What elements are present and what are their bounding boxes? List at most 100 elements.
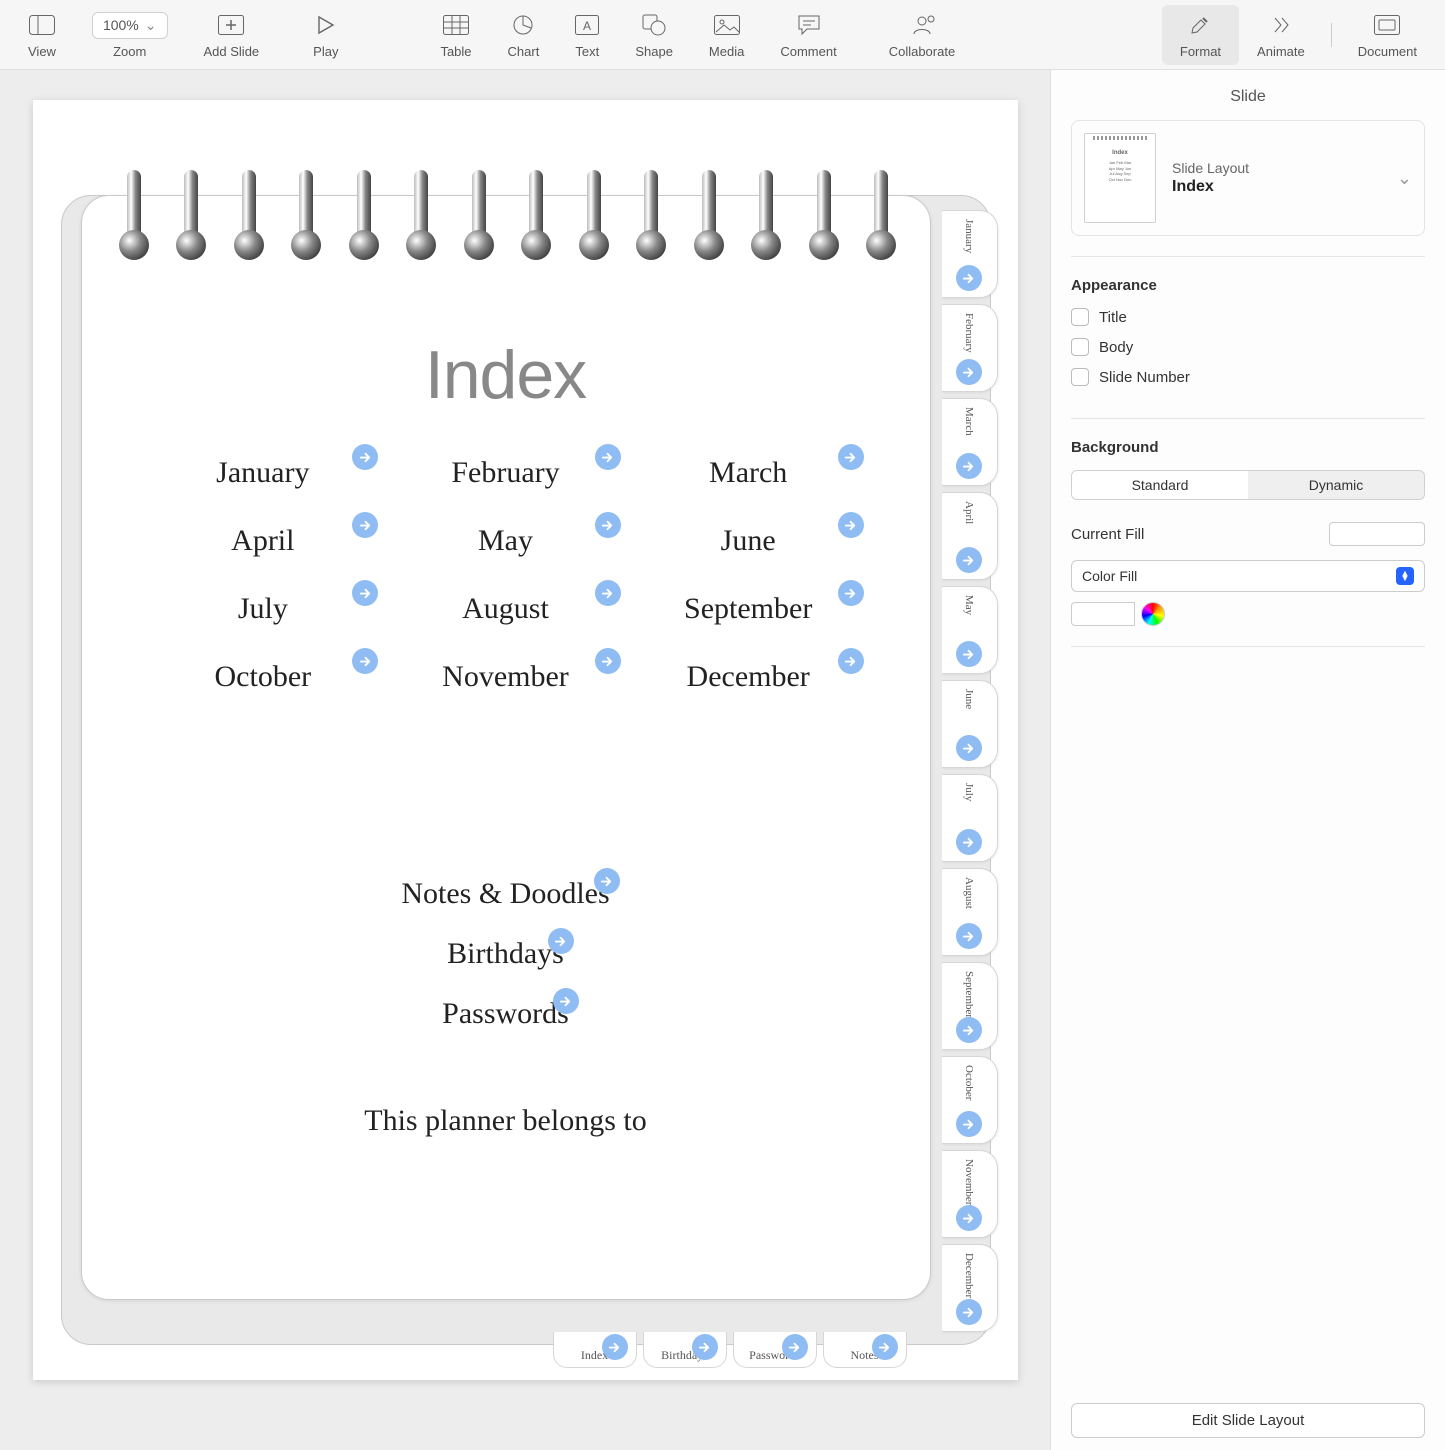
extra-label: Passwords — [442, 997, 569, 1030]
link-arrow-icon — [872, 1334, 898, 1360]
side-tab-march[interactable]: March — [942, 398, 998, 486]
extras-list: Notes & DoodlesBirthdays Passwords — [142, 864, 870, 1044]
spiral-ring — [113, 170, 155, 262]
side-tab-october[interactable]: October — [942, 1056, 998, 1144]
zoom-label: Zoom — [113, 44, 146, 59]
side-tab-january[interactable]: January — [942, 210, 998, 298]
link-arrow-icon — [956, 1111, 982, 1137]
toolbar-divider — [1331, 23, 1332, 47]
color-well[interactable] — [1071, 602, 1135, 626]
checkbox-icon[interactable] — [1071, 368, 1089, 386]
month-link-september[interactable]: September — [627, 592, 870, 626]
bottom-tab-birthdays[interactable]: Birthdays — [643, 1332, 727, 1368]
table-button[interactable]: Table — [422, 5, 489, 65]
month-link-march[interactable]: March — [627, 456, 870, 490]
month-link-november[interactable]: November — [384, 660, 627, 694]
month-label: October — [215, 660, 312, 693]
side-tab-november[interactable]: November — [942, 1150, 998, 1238]
link-arrow-icon — [956, 359, 982, 385]
body-checkbox-row[interactable]: Body — [1071, 338, 1425, 356]
extra-link-notes-doodles[interactable]: Notes & Doodles — [401, 864, 609, 924]
document-button[interactable]: Document — [1340, 5, 1435, 65]
edit-slide-layout-button[interactable]: Edit Slide Layout — [1071, 1403, 1425, 1438]
month-link-august[interactable]: August — [384, 592, 627, 626]
spiral-ring — [688, 170, 730, 262]
month-link-april[interactable]: April — [142, 524, 385, 558]
checkbox-icon[interactable] — [1071, 308, 1089, 326]
background-mode-segment[interactable]: StandardDynamic — [1071, 470, 1425, 500]
bottom-tab-index[interactable]: Index — [553, 1332, 637, 1368]
inspector-title: Slide — [1071, 82, 1425, 120]
extra-link-passwords[interactable]: Passwords — [442, 984, 569, 1044]
side-tab-april[interactable]: April — [942, 492, 998, 580]
spiral-ring — [860, 170, 902, 262]
background-heading: Background — [1071, 439, 1425, 456]
slidenum-checkbox-row[interactable]: Slide Number — [1071, 368, 1425, 386]
toolbar: View 100% ⌄ Zoom Add Slide Play Table — [0, 0, 1445, 70]
document-label: Document — [1358, 44, 1417, 59]
side-tab-august[interactable]: August — [942, 868, 998, 956]
add-slide-button[interactable]: Add Slide — [186, 5, 278, 65]
link-arrow-icon — [956, 1299, 982, 1325]
side-tab-label: January — [963, 219, 975, 253]
format-button[interactable]: Format — [1162, 5, 1239, 65]
month-label: August — [462, 592, 549, 625]
side-tab-may[interactable]: May — [942, 586, 998, 674]
month-link-july[interactable]: July — [142, 592, 385, 626]
slide[interactable]: JanuaryFebruaryMarchAprilMayJuneJulyAugu… — [33, 100, 1018, 1380]
current-fill-swatch[interactable] — [1329, 522, 1425, 546]
title-checkbox-label: Title — [1099, 309, 1127, 326]
bottom-tab-passwords[interactable]: Passwords — [733, 1332, 817, 1368]
month-link-december[interactable]: December — [627, 660, 870, 694]
spiral-ring — [285, 170, 327, 262]
segment-standard[interactable]: Standard — [1072, 471, 1248, 499]
inspector-panel: Slide Index Jan Feb MarApr May JunJul Au… — [1050, 70, 1445, 1450]
zoom-button[interactable]: 100% ⌄ Zoom — [74, 5, 186, 65]
spiral-ring — [630, 170, 672, 262]
title-checkbox-row[interactable]: Title — [1071, 308, 1425, 326]
link-arrow-icon — [595, 580, 621, 606]
segment-dynamic[interactable]: Dynamic — [1248, 471, 1424, 499]
link-arrow-icon — [956, 923, 982, 949]
media-button[interactable]: Media — [691, 5, 762, 65]
svg-text:A: A — [583, 19, 591, 33]
side-tab-june[interactable]: June — [942, 680, 998, 768]
side-tab-label: August — [963, 877, 975, 909]
month-link-january[interactable]: January — [142, 456, 385, 490]
shape-button[interactable]: Shape — [617, 5, 691, 65]
slide-layout-picker[interactable]: Index Jan Feb MarApr May JunJul Aug SepO… — [1071, 120, 1425, 236]
bottom-tab-notes[interactable]: Notes — [823, 1332, 907, 1368]
month-link-october[interactable]: October — [142, 660, 385, 694]
side-tab-september[interactable]: September — [942, 962, 998, 1050]
link-arrow-icon — [838, 648, 864, 674]
chart-button[interactable]: Chart — [490, 5, 558, 65]
month-link-june[interactable]: June — [627, 524, 870, 558]
side-tab-label: December — [963, 1253, 975, 1298]
play-button[interactable]: Play — [277, 5, 374, 65]
side-tab-label: March — [963, 407, 975, 436]
side-tab-label: September — [963, 971, 975, 1018]
link-arrow-icon — [548, 928, 574, 954]
extra-link-birthdays[interactable]: Birthdays — [447, 924, 564, 984]
comment-button[interactable]: Comment — [762, 5, 854, 65]
month-link-february[interactable]: February — [384, 456, 627, 490]
chevron-down-icon: ⌄ — [145, 17, 157, 34]
fill-type-select[interactable]: Color Fill ▲▼ — [1071, 560, 1425, 592]
checkbox-icon[interactable] — [1071, 338, 1089, 356]
belongs-to-text: This planner belongs to — [142, 1104, 870, 1138]
link-arrow-icon — [595, 648, 621, 674]
animate-button[interactable]: Animate — [1239, 5, 1323, 65]
comment-icon — [797, 10, 821, 40]
month-link-may[interactable]: May — [384, 524, 627, 558]
side-tab-december[interactable]: December — [942, 1244, 998, 1332]
comment-label: Comment — [780, 44, 836, 59]
link-arrow-icon — [956, 547, 982, 573]
view-button[interactable]: View — [10, 5, 74, 65]
text-button[interactable]: A Text — [557, 5, 617, 65]
zoom-value: 100% — [103, 17, 139, 33]
chart-icon — [512, 10, 534, 40]
side-tab-july[interactable]: July — [942, 774, 998, 862]
color-wheel-icon[interactable] — [1141, 602, 1165, 626]
collaborate-button[interactable]: Collaborate — [855, 5, 990, 65]
side-tab-february[interactable]: February — [942, 304, 998, 392]
